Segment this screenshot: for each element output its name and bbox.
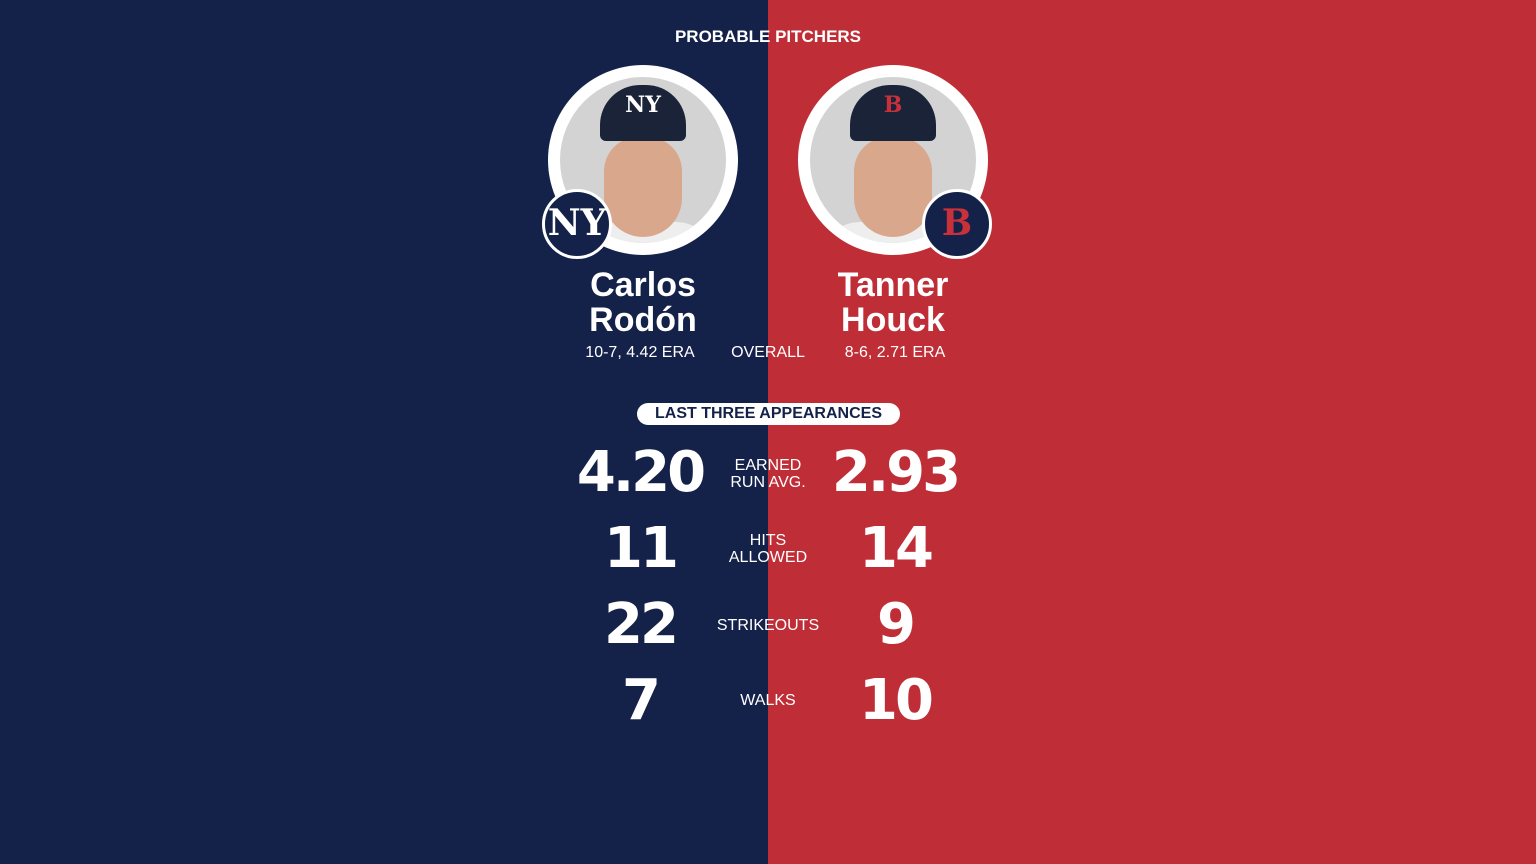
home-pitcher-name: Tanner Houck — [837, 266, 949, 339]
stat-label: EARNED RUN AVG. — [730, 457, 806, 491]
stat-label: WALKS — [740, 692, 796, 709]
away-overall-record: 10-7, 4.42 ERA — [585, 344, 695, 361]
overall-label: OVERALL — [731, 344, 805, 361]
away-pitcher-name: Carlos Rodón — [589, 266, 697, 339]
home-stat-value: 2.93 — [831, 440, 961, 505]
page-title: PROBABLE PITCHERS — [674, 27, 862, 46]
away-stat-value: 11 — [604, 516, 679, 581]
yankees-logo-icon: NY — [542, 189, 612, 259]
section-label-pill: LAST THREE APPEARANCES — [637, 403, 900, 425]
red-sox-logo-icon: B — [922, 189, 992, 259]
stat-label: HITS ALLOWED — [728, 532, 808, 566]
home-pitcher-photo: B — [798, 65, 988, 255]
home-stat-value: 9 — [877, 592, 916, 657]
stat-label: STRIKEOUTS — [716, 617, 820, 634]
home-overall-record: 8-6, 2.71 ERA — [844, 344, 946, 361]
home-stat-value: 10 — [859, 668, 934, 733]
home-stat-value: 14 — [859, 516, 934, 581]
away-stat-value: 22 — [604, 592, 679, 657]
away-stat-value: 7 — [622, 668, 661, 733]
away-stat-value: 4.20 — [576, 440, 706, 505]
